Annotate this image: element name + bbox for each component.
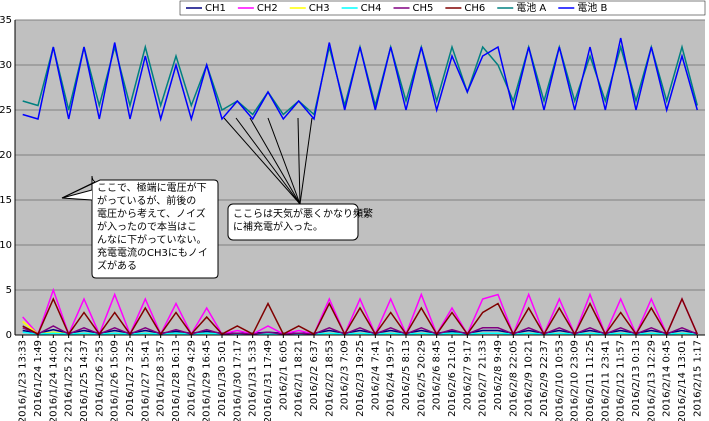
y-tick-label: 10 xyxy=(0,240,12,251)
x-tick-label: 2016/2/14 13:01 xyxy=(677,340,688,421)
legend-label: 電池 A xyxy=(516,1,546,14)
annotation-text: が入ったので本当はこ xyxy=(97,220,197,233)
x-tick-label: 2016/2/3 7:09 xyxy=(340,340,351,411)
legend-label: CH4 xyxy=(361,3,382,14)
x-tick-label: 2016/1/30 5:01 xyxy=(217,340,228,417)
y-tick-label: 35 xyxy=(0,15,12,26)
x-tick-label: 2016/1/23 13:33 xyxy=(18,340,29,421)
series-line xyxy=(22,325,698,335)
annotation-text: がっているが、前後の xyxy=(97,194,196,207)
series-line xyxy=(22,287,698,337)
x-tick-label: 2016/2/11 23:41 xyxy=(600,340,611,421)
y-tick-label: 15 xyxy=(0,195,12,206)
series-line xyxy=(22,297,698,336)
callout-box xyxy=(61,175,219,279)
x-tick-label: 2016/2/9 10:21 xyxy=(524,340,535,417)
x-tick-label: 2016/2/5 20:29 xyxy=(416,340,427,417)
y-tick-label: 5 xyxy=(6,285,12,296)
plot-area xyxy=(15,20,705,335)
x-tick-label: 2016/2/14 0:45 xyxy=(662,340,673,417)
x-tick-label: 2016/1/25 2:21 xyxy=(64,340,75,417)
x-tick-label: 2016/2/2 18:53 xyxy=(324,340,335,417)
x-tick-label: 2016/2/13 0:13 xyxy=(631,340,642,417)
legend-label: CH5 xyxy=(413,3,434,14)
x-tick-label: 2016/2/3 19:25 xyxy=(355,340,366,417)
x-tick-label: 2016/1/31 5:33 xyxy=(248,340,259,417)
x-tick-label: 2016/2/8 9:49 xyxy=(493,340,504,411)
legend-label: CH6 xyxy=(464,3,485,14)
x-tick-label: 2016/2/15 1:17 xyxy=(692,340,703,417)
legend-label: 電池 B xyxy=(577,1,607,14)
x-tick-label: 2016/1/27 3:25 xyxy=(125,340,136,417)
annotation-text: 充電電流のCH3にもノイ xyxy=(97,246,208,259)
y-tick-label: 20 xyxy=(0,150,12,161)
callout-box xyxy=(227,203,359,241)
x-tick-label: 2016/1/26 2:53 xyxy=(94,340,105,417)
x-tick-label: 2016/1/29 4:29 xyxy=(186,340,197,417)
x-tick-label: 2016/1/27 15:41 xyxy=(140,340,151,421)
x-tick-label: 2016/1/31 17:49 xyxy=(263,340,274,421)
legend: CH1 CH2 CH3 CH4 CH5 CH6 電池 A 電池 B xyxy=(179,0,706,16)
callout-pointer xyxy=(61,189,93,201)
y-tick-label: 0 xyxy=(6,330,12,341)
annotation-text: ここらは天気が悪くかなり頻繁 xyxy=(233,207,373,220)
annotation-text: 電圧から考えて、ノイズ xyxy=(97,207,206,220)
callouts xyxy=(61,117,359,279)
x-tick-label: 2016/2/7 9:17 xyxy=(462,340,473,411)
x-tick-label: 2016/1/25 14:37 xyxy=(79,340,90,421)
x-tick-label: 2016/2/9 22:37 xyxy=(539,340,550,417)
legend-label: CH1 xyxy=(205,3,226,14)
legend-label: CH3 xyxy=(309,3,330,14)
x-tick-label: 2016/2/12 11:57 xyxy=(616,340,627,421)
x-tick-label: 2016/2/8 22:05 xyxy=(508,340,519,417)
legend-label: CH2 xyxy=(257,3,278,14)
x-tick-label: 2016/2/6 21:01 xyxy=(447,340,458,417)
x-tick-label: 2016/2/6 8:45 xyxy=(432,340,443,411)
x-tick-label: 2016/2/1 6:05 xyxy=(278,340,289,411)
x-tick-label: 2016/2/7 21:33 xyxy=(478,340,489,417)
x-tick-label: 2016/1/24 14:05 xyxy=(48,340,59,421)
x-tick-label: 2016/1/26 15:09 xyxy=(110,340,121,421)
annotation-text: に補充電が入った。 xyxy=(233,220,323,233)
annotation-text: んなに下がっていない。 xyxy=(97,233,207,246)
x-tick-label: 2016/1/28 3:57 xyxy=(156,340,167,417)
x-tick-label: 2016/2/10 10:53 xyxy=(554,340,565,421)
x-tick-label: 2016/2/13 12:29 xyxy=(646,340,657,421)
legend-box xyxy=(179,0,706,16)
x-tick-label: 2016/2/4 19:57 xyxy=(386,340,397,417)
x-tick-label: 2016/1/28 16:13 xyxy=(171,340,182,421)
callout-arrows xyxy=(223,117,313,205)
x-tick-label: 2016/1/30 17:17 xyxy=(232,340,243,421)
x-tick-label: 2016/2/1 18:21 xyxy=(294,340,305,417)
annotation-text: ズがある xyxy=(97,259,137,272)
x-tick-label: 2016/2/4 7:41 xyxy=(370,340,381,411)
x-tick-label: 2016/2/11 11:25 xyxy=(585,340,596,421)
x-tick-label: 2016/1/24 1:49 xyxy=(33,340,44,417)
annotation-text: ここで、極端に電圧が下 xyxy=(97,181,207,194)
y-tick-label: 30 xyxy=(0,60,12,71)
lines xyxy=(22,37,699,337)
series-line xyxy=(22,37,699,122)
x-tick-label: 2016/2/2 6:37 xyxy=(309,340,320,411)
y-tick-label: 25 xyxy=(0,105,12,116)
x-tick-label: 2016/2/5 8:13 xyxy=(401,340,412,411)
x-tick-label: 2016/2/10 23:09 xyxy=(570,340,581,421)
x-tick-label: 2016/1/29 16:45 xyxy=(202,340,213,421)
series-line xyxy=(22,331,698,335)
